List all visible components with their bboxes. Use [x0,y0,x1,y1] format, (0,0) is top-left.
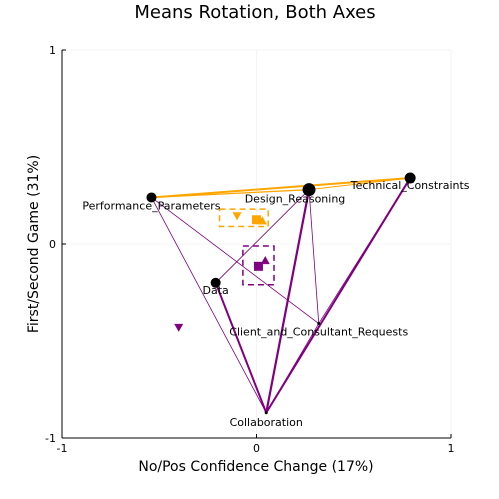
purple-edge-design-client [308,189,320,324]
purple-edge-technical-client [318,177,411,324]
orange-mean-triangle-down [232,212,242,221]
chart-title: Means Rotation, Both Axes [134,2,375,23]
node-labels: Performance_Parameters Design_Reasoning Te… [82,179,469,429]
orange-mean-square [252,215,261,225]
purple-edge-technical-collab [265,177,412,414]
orange-edge-performance-technical [150,177,412,199]
purple-edge-data-collab [214,281,268,414]
node-collab [264,411,268,415]
network-edges [150,177,412,414]
node-performance [146,192,157,203]
purple-edge-data-design [215,189,310,284]
purple-confidence-box [242,245,275,286]
orange-mean-triangle-up [257,216,267,225]
node-data [210,277,221,288]
y-tick-label-0: -1 [45,432,56,445]
label-data: Data [203,284,229,297]
orange-edge-performance-design [150,189,310,199]
purple-edge-design-collab [265,188,311,414]
orange-confidence-box [218,208,269,228]
label-collab: Collaboration [230,416,303,429]
x-tick-label-1: 0 [253,442,260,455]
purple-mean-triangle-down [174,323,184,332]
orange-edge-design-technical [308,177,411,191]
y-tick-label-2: 1 [49,44,56,57]
mean-markers [174,212,270,332]
node-client [317,322,321,326]
confidence-boxes [218,208,275,286]
x-tick-label-2: 1 [448,442,455,455]
axes: -1 0 1 -1 0 1 [45,44,454,455]
purple-edge-performance-client [151,197,320,324]
node-technical [404,172,416,184]
x-axis-label: No/Pos Confidence Change (17%) [138,459,373,475]
label-design: Design_Reasoning [245,193,346,206]
purple-edge-performance-collab [151,197,267,414]
label-technical: Technical_Constraints [350,179,470,192]
purple-mean-triangle-up [260,255,270,265]
network-nodes [146,172,416,415]
node-design [302,183,316,197]
purple-edge-client-collab [265,323,320,414]
y-tick-label-1: 0 [49,238,56,251]
purple-mean-square [253,261,263,271]
label-client: Client_and_Consultant_Requests [229,326,408,339]
label-performance: Performance_Parameters [82,199,220,212]
x-tick-label-0: -1 [57,442,68,455]
y-axis-label: First/Second Game (31%) [26,155,42,333]
